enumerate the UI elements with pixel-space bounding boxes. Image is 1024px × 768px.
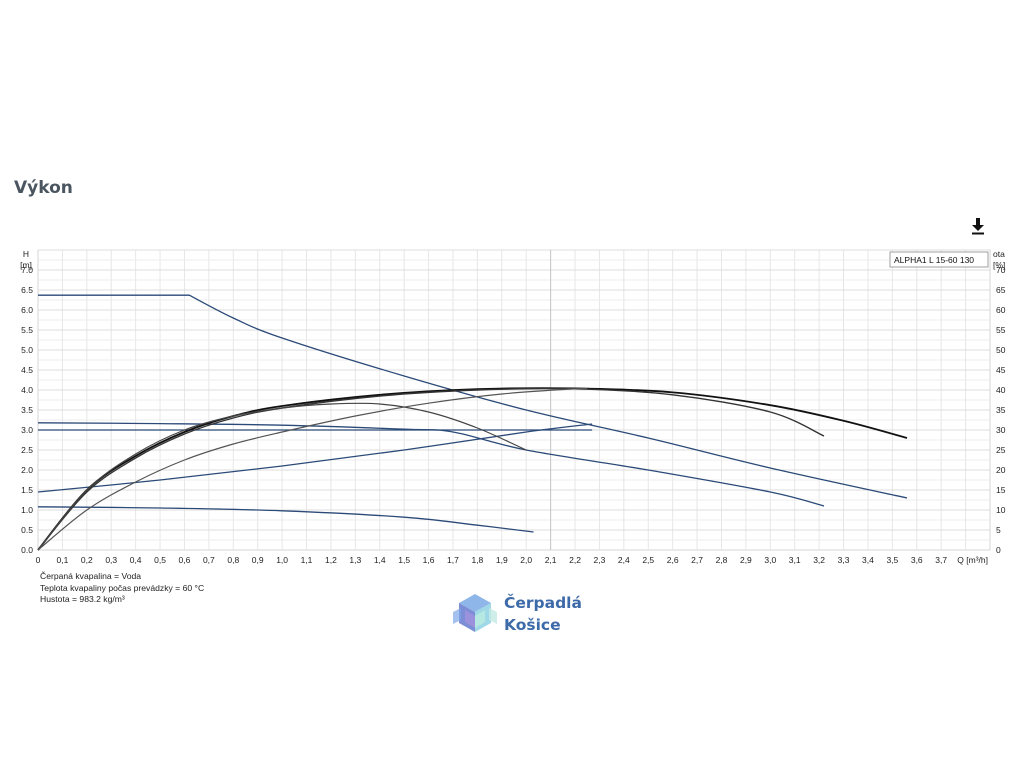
x-tick-label: 2,0 [520,555,532,565]
x-tick-label: 3,7 [935,555,947,565]
series-line [37,387,908,551]
legend-box [889,251,989,268]
x-tick-label: 2,6 [667,555,679,565]
y-right-axis-label: ota [993,249,1005,259]
y-left-tick-label: 2.5 [21,445,33,455]
y-right-tick-label: 55 [996,325,1006,335]
brand-line-2: Košice [504,616,561,634]
series-line [37,387,588,551]
legend-label: ALPHA1 L 15-60 130 [894,255,974,265]
x-tick-label: 3,4 [862,555,874,565]
x-axis-label: Q [m³/h] [957,555,988,565]
y-right-tick-label: 15 [996,485,1006,495]
x-tick-label: 1,1 [301,555,313,565]
series-line [38,294,908,499]
y-right-tick-label: 20 [996,465,1006,475]
x-tick-label: 3,6 [911,555,923,565]
y-left-axis-label: H [23,249,29,259]
x-tick-label: 0 [36,555,41,565]
y-left-tick-label: 1.5 [21,485,33,495]
y-left-axis-unit: [m] [20,260,32,270]
series-line [37,402,527,551]
y-right-axis-unit: [%] [993,260,1005,270]
series-line [37,422,825,507]
fluid-type: Čerpaná kvapalina = Voda [40,571,142,581]
fluid-info: Čerpaná kvapalina = Voda Teplota kvapali… [40,571,204,606]
y-left-tick-label: 6.0 [21,305,33,315]
x-tick-label: 0,6 [179,555,191,565]
hexagon-cube-logo [453,594,497,632]
x-tick-label: 3,0 [764,555,776,565]
x-tick-label: 3,5 [886,555,898,565]
x-tick-label: 3,1 [789,555,801,565]
page-title: Výkon [14,178,73,198]
x-tick-label: 1,4 [374,555,386,565]
x-tick-label: 2,4 [618,555,630,565]
y-right-tick-label: 70 [996,265,1006,275]
y-left-tick-label: 5.0 [21,345,33,355]
x-tick-label: 1,0 [276,555,288,565]
y-right-tick-label: 65 [996,285,1006,295]
brand: Čerpadlá Košice [451,590,591,640]
x-tick-label: 0,5 [154,555,166,565]
y-left-tick-label: 3.5 [21,405,33,415]
x-tick-label: 0,1 [56,555,68,565]
y-left-tick-label: 3.0 [21,425,33,435]
x-tick-label: 0,9 [252,555,264,565]
x-tick-label: 1,3 [349,555,361,565]
x-tick-label: 2,7 [691,555,703,565]
x-tick-label: 0,4 [130,555,142,565]
x-tick-label: 1,6 [423,555,435,565]
y-left-tick-label: 4.5 [21,365,33,375]
y-right-tick-label: 5 [996,525,1001,535]
series-line [37,423,593,493]
x-tick-label: 2,3 [594,555,606,565]
x-tick-label: 0,2 [81,555,93,565]
x-tick-label: 1,8 [471,555,483,565]
y-right-tick-label: 50 [996,345,1006,355]
performance-chart: 0 0,1 0,2 0,3 0,4 0,5 0,6 0,7 0,8 0,9 1,0 1,1 1,2 1,3… [20,249,1006,565]
y-right-tick-label: 40 [996,385,1006,395]
brand-line-1: Čerpadlá [504,594,582,612]
y-right-tick-label: 35 [996,405,1006,415]
x-tick-label: 2,2 [569,555,581,565]
y-right-tick-label: 30 [996,425,1006,435]
y-left-tick-label: 4.0 [21,385,33,395]
x-tick-label: 0,8 [227,555,239,565]
y-left-tick-label: 2.0 [21,465,33,475]
y-right-tick-label: 25 [996,445,1006,455]
brand-name: Čerpadlá Košice [504,592,582,636]
x-tick-label: 1,9 [496,555,508,565]
y-left-tick-label: 7.0 [21,265,33,275]
x-tick-label: 1,2 [325,555,337,565]
x-tick-label: 1,5 [398,555,410,565]
x-tick-label: 2,1 [545,555,557,565]
y-left-tick-label: 1.0 [21,505,33,515]
fluid-temperature: Teplota kvapaliny počas prevádzky = 60 °… [40,582,205,593]
y-right-tick-label: 60 [996,305,1006,315]
y-left-tick-label: 5.5 [21,325,33,335]
y-left-tick-label: 0.5 [21,525,33,535]
y-right-tick-label: 45 [996,365,1006,375]
x-tick-label: 3,2 [813,555,825,565]
x-tick-label: 3,3 [838,555,850,565]
series-line [37,506,534,533]
x-tick-label: 0,3 [105,555,117,565]
fluid-density: Hustota = 983.2 kg/m³ [40,594,125,605]
series-line [37,387,825,551]
x-tick-label: 1,7 [447,555,459,565]
x-tick-label: 0,7 [203,555,215,565]
x-tick-label: 2,5 [642,555,654,565]
x-tick-label: 2,9 [740,555,752,565]
y-left-tick-label: 6.5 [21,285,33,295]
download-icon[interactable] [969,217,987,235]
y-left-tick-label: 0.0 [21,545,33,555]
y-right-tick-label: 0 [996,545,1001,555]
x-tick-label: 2,8 [716,555,728,565]
y-right-tick-label: 10 [996,505,1006,515]
